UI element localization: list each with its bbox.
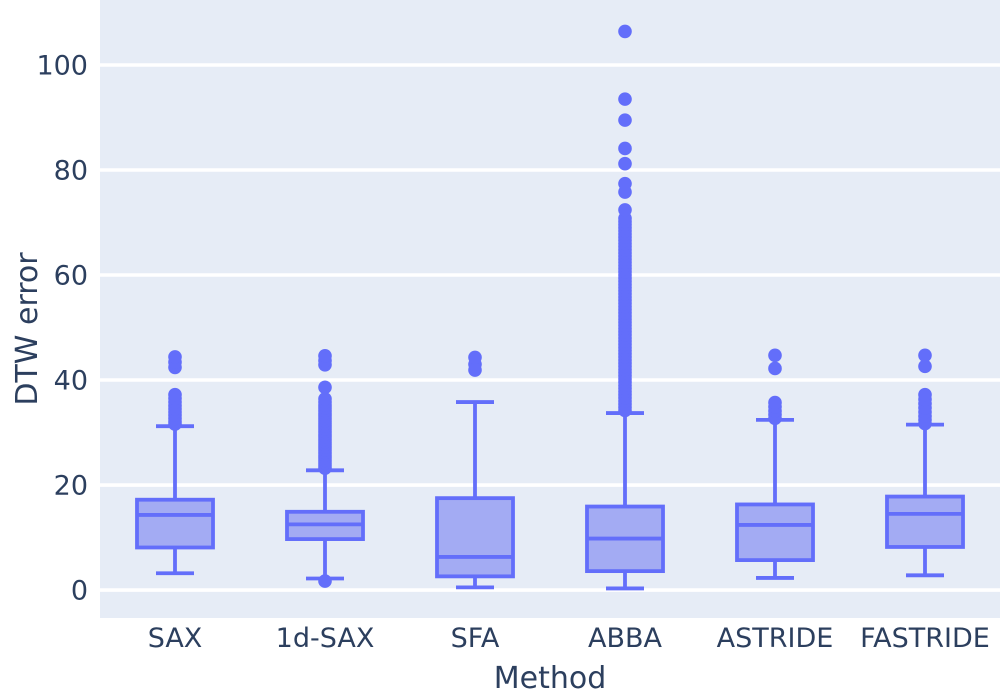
outlier-dot-ABBA xyxy=(618,156,632,171)
x-tick-label-SAX: SAX xyxy=(148,623,203,654)
outlier-dot-1d-SAX xyxy=(318,574,332,588)
outlier-dot-ABBA xyxy=(618,176,632,191)
y-tick-label-40: 40 xyxy=(54,366,88,397)
outlier-dot-ABBA xyxy=(618,92,632,106)
box-rect-SFA xyxy=(435,496,515,579)
y-tick-label-100: 100 xyxy=(36,50,88,81)
box-rect-SAX xyxy=(135,497,215,550)
x-tick-label-ASTRIDE: ASTRIDE xyxy=(717,623,834,654)
outlier-dot-1d-SAX xyxy=(318,392,332,406)
outlier-dot-ABBA xyxy=(618,24,632,39)
outlier-dot-ASTRIDE xyxy=(768,348,782,363)
box-rect-FASTRIDE xyxy=(885,494,965,549)
x-tick-label-ABBA: ABBA xyxy=(588,623,663,654)
y-axis-title: DTW error xyxy=(10,252,45,406)
y-tick-label-80: 80 xyxy=(54,156,88,187)
outlier-dot-1d-SAX xyxy=(318,380,332,395)
x-axis-title: Method xyxy=(493,661,607,696)
outlier-dot-ASTRIDE xyxy=(768,361,782,376)
outlier-dot-1d-SAX xyxy=(318,349,332,363)
box-rect-ASTRIDE xyxy=(735,502,815,562)
outlier-dot-FASTRIDE xyxy=(918,387,932,402)
outlier-dot-ABBA xyxy=(618,203,632,217)
outlier-dot-FASTRIDE xyxy=(918,348,932,363)
outlier-dot-SAX xyxy=(168,387,182,402)
x-tick-label-1d-SAX: 1d-SAX xyxy=(276,623,375,654)
outlier-dot-SFA xyxy=(468,350,482,365)
plot-background xyxy=(100,0,1000,618)
outlier-dot-ABBA xyxy=(618,141,632,156)
x-tick-label-FASTRIDE: FASTRIDE xyxy=(860,623,990,654)
x-tick-label-SFA: SFA xyxy=(451,623,500,654)
outlier-dot-ABBA xyxy=(618,113,632,127)
outlier-dot-SAX xyxy=(168,350,182,364)
outlier-dot-FASTRIDE xyxy=(918,359,932,374)
y-tick-label-60: 60 xyxy=(54,261,88,292)
y-tick-label-20: 20 xyxy=(54,471,88,502)
y-tick-label-0: 0 xyxy=(71,576,88,607)
outlier-dot-ASTRIDE xyxy=(768,395,782,410)
